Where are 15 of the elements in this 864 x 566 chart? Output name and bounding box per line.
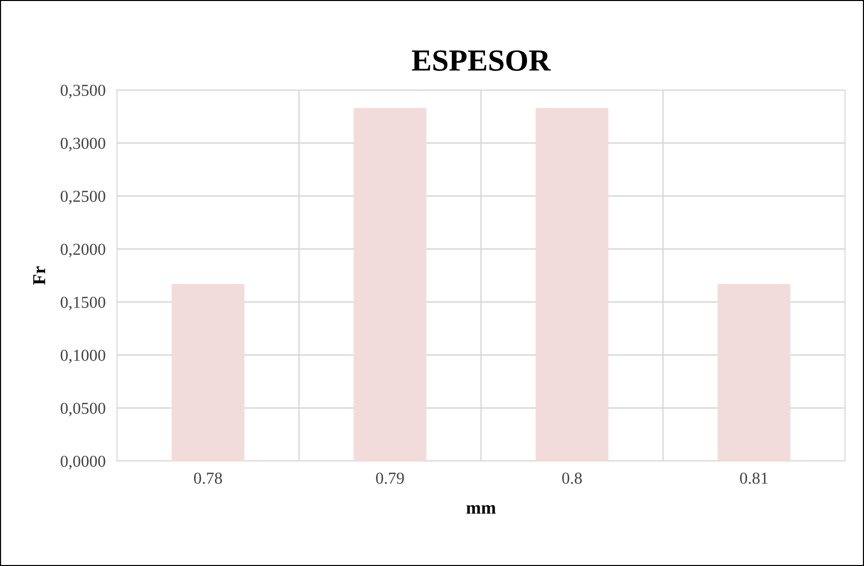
- y-tick-label: 0,2000: [60, 244, 106, 258]
- x-tick-label: 0.79: [376, 472, 404, 484]
- x-tick-label: 0.8: [562, 472, 582, 484]
- y-tick-label: 0,1000: [60, 350, 106, 364]
- y-tick-label: 0,1500: [60, 296, 106, 310]
- x-axis-title: mm: [466, 505, 496, 514]
- y-tick-label: 0,0500: [60, 402, 106, 416]
- y-tick-label: 0,3000: [60, 138, 106, 152]
- chart-title: ESPESOR: [412, 50, 551, 71]
- y-tick-label: 0,3500: [60, 84, 106, 98]
- x-tick-label: 0.81: [740, 472, 768, 484]
- y-tick-label: 0,2500: [60, 190, 106, 204]
- y-axis-title: Fr: [33, 266, 46, 285]
- x-tick-label: 0.78: [194, 472, 222, 484]
- y-tick-label: 0,0000: [60, 456, 106, 470]
